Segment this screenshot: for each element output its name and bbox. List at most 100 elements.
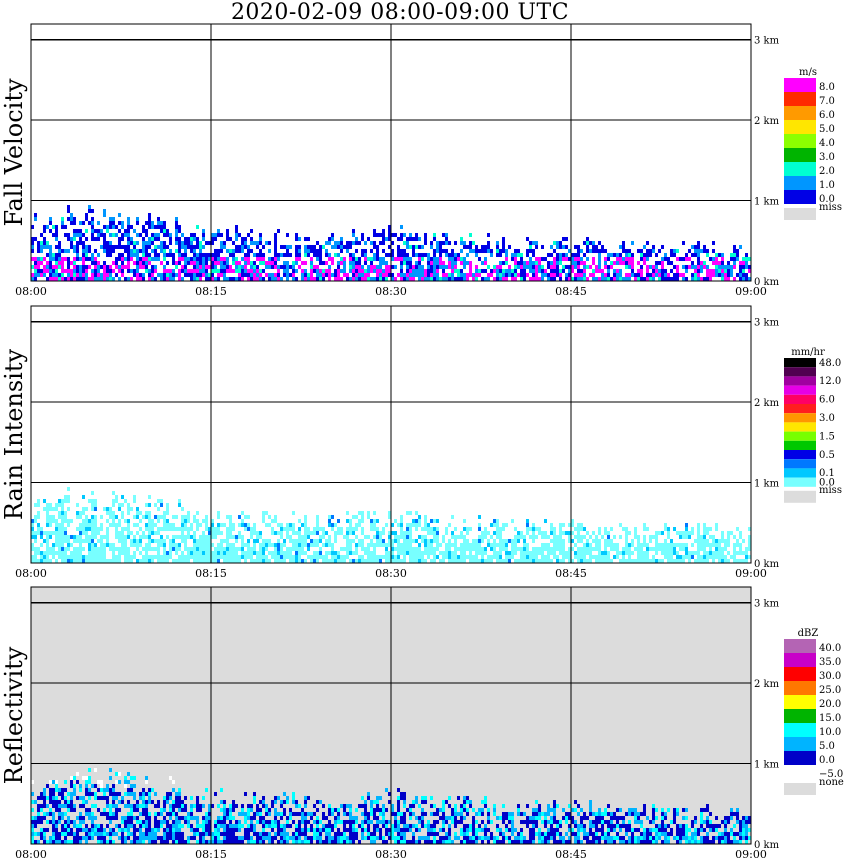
echo-cell xyxy=(571,531,574,535)
echo-cell xyxy=(352,269,355,273)
echo-cell xyxy=(103,277,106,281)
echo-cell xyxy=(502,812,505,816)
echo-cell xyxy=(535,261,538,265)
echo-cell xyxy=(193,543,196,547)
echo-cell xyxy=(85,800,88,804)
echo-cell xyxy=(733,535,736,539)
echo-cell xyxy=(37,499,40,503)
echo-cell xyxy=(181,824,184,828)
echo-cell xyxy=(622,559,625,563)
echo-cell xyxy=(277,257,280,261)
echo-cell xyxy=(664,527,667,531)
echo-cell xyxy=(742,261,745,265)
echo-cell xyxy=(385,832,388,836)
echo-cell xyxy=(487,828,490,832)
echo-cell xyxy=(85,780,88,784)
echo-cell xyxy=(235,551,238,555)
echo-cell xyxy=(70,217,73,221)
echo-cell xyxy=(172,828,175,832)
echo-cell xyxy=(406,527,409,531)
echo-cell xyxy=(481,531,484,535)
echo-cell xyxy=(133,249,136,253)
echo-cell xyxy=(520,273,523,277)
echo-cell xyxy=(502,804,505,808)
echo-cell xyxy=(403,551,406,555)
echo-cell xyxy=(268,523,271,527)
echo-cell xyxy=(220,523,223,527)
echo-cell xyxy=(415,253,418,257)
echo-cell xyxy=(310,249,313,253)
echo-cell xyxy=(139,804,142,808)
echo-cell xyxy=(376,531,379,535)
echo-cell xyxy=(112,277,115,281)
echo-cell xyxy=(466,555,469,559)
echo-cell xyxy=(505,824,508,828)
echo-cell xyxy=(424,519,427,523)
echo-cell xyxy=(454,547,457,551)
echo-cell xyxy=(448,816,451,820)
echo-cell xyxy=(166,555,169,559)
echo-cell xyxy=(370,812,373,816)
echo-cell xyxy=(70,535,73,539)
echo-cell xyxy=(460,555,463,559)
echo-cell xyxy=(268,257,271,261)
echo-cell xyxy=(385,824,388,828)
echo-cell xyxy=(487,241,490,245)
echo-cell xyxy=(139,277,142,281)
echo-cell xyxy=(400,531,403,535)
echo-cell xyxy=(196,511,199,515)
echo-cell xyxy=(190,273,193,277)
echo-cell xyxy=(145,253,148,257)
echo-cell xyxy=(148,559,151,563)
echo-cell xyxy=(289,816,292,820)
echo-cell xyxy=(46,784,49,788)
echo-cell xyxy=(70,832,73,836)
echo-cell xyxy=(478,808,481,812)
echo-cell xyxy=(430,824,433,828)
echo-cell xyxy=(379,820,382,824)
echo-cell xyxy=(217,233,220,237)
echo-cell xyxy=(487,233,490,237)
echo-cell xyxy=(322,824,325,828)
echo-cell xyxy=(148,547,151,551)
echo-cell xyxy=(37,820,40,824)
echo-cell xyxy=(433,249,436,253)
echo-cell xyxy=(238,836,241,840)
echo-cell xyxy=(196,551,199,555)
echo-cell xyxy=(544,269,547,273)
echo-cell xyxy=(265,261,268,265)
echo-cell xyxy=(412,273,415,277)
echo-cell xyxy=(625,543,628,547)
echo-cell xyxy=(85,808,88,812)
echo-cell xyxy=(229,253,232,257)
echo-cell xyxy=(394,277,397,281)
echo-cell xyxy=(226,531,229,535)
echo-cell xyxy=(376,233,379,237)
echo-cell xyxy=(220,249,223,253)
echo-cell xyxy=(544,535,547,539)
echo-cell xyxy=(331,543,334,547)
echo-cell xyxy=(433,273,436,277)
echo-cell xyxy=(412,253,415,257)
echo-cell xyxy=(163,523,166,527)
echo-cell xyxy=(661,265,664,269)
echo-cell xyxy=(76,555,79,559)
echo-cell xyxy=(262,261,265,265)
echo-cell xyxy=(397,237,400,241)
echo-cell xyxy=(37,547,40,551)
echo-cell xyxy=(250,273,253,277)
echo-cell xyxy=(370,265,373,269)
echo-cell xyxy=(58,249,61,253)
echo-cell xyxy=(613,277,616,281)
echo-cell xyxy=(67,792,70,796)
echo-cell xyxy=(61,788,64,792)
echo-cell xyxy=(391,249,394,253)
echo-cell xyxy=(100,265,103,269)
echo-cell xyxy=(238,820,241,824)
echo-cell xyxy=(382,233,385,237)
echo-cell xyxy=(97,539,100,543)
echo-cell xyxy=(289,245,292,249)
echo-cell xyxy=(748,527,751,531)
echo-cell xyxy=(463,555,466,559)
echo-cell xyxy=(91,273,94,277)
